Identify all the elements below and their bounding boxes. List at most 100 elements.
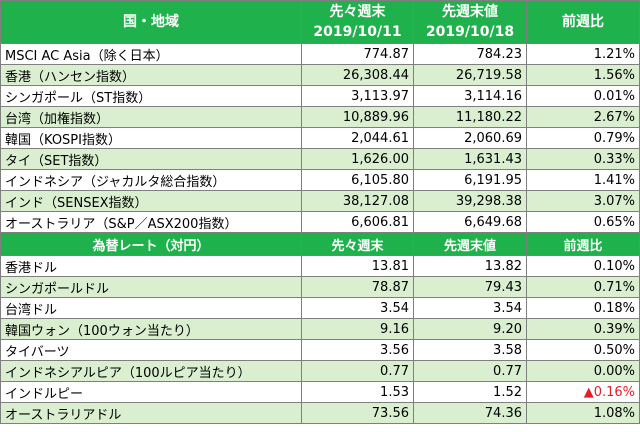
last-week-value: 74.36: [413, 402, 527, 424]
prev-week-value: 9.16: [301, 318, 414, 340]
last-week-value: 6,191.95: [413, 169, 527, 191]
last-week-value: 3,114.16: [413, 85, 527, 107]
prev-week-value: 1,626.00: [301, 148, 414, 170]
weekly-change-value: 1.41%: [526, 169, 640, 191]
last-week-header-label: 先週末値: [442, 4, 498, 20]
last-week-value: 11,180.22: [413, 106, 527, 128]
weekly-change-value: 3.07%: [526, 190, 640, 212]
row-name: 台湾ドル: [0, 297, 302, 319]
fx-row: 韓国ウォン（100ウォン当たり） 9.16 9.20 0.39%: [0, 318, 640, 340]
last-week-value: 13.82: [413, 255, 527, 277]
row-name: タイバーツ: [0, 339, 302, 361]
last-week-header-date: 2019/10/18: [425, 24, 515, 40]
row-name: 香港（ハンセン指数）: [0, 64, 302, 86]
weekly-change-value: 0.01%: [526, 85, 640, 107]
fx-row: 香港ドル 13.81 13.82 0.10%: [0, 255, 640, 277]
row-name: インドネシア（ジャカルタ総合指数）: [0, 169, 302, 191]
index-row: シンガポール（ST指数） 3,113.97 3,114.16 0.01%: [0, 85, 640, 107]
index-row: 台湾（加権指数） 10,889.96 11,180.22 2.67%: [0, 106, 640, 128]
fx-last-week-header: 先週末値: [413, 232, 527, 256]
index-row: 香港（ハンセン指数） 26,308.44 26,719.58 1.56%: [0, 64, 640, 86]
last-week-value: 9.20: [413, 318, 527, 340]
row-name: シンガポールドル: [0, 276, 302, 298]
row-name: インド（SENSEX指数）: [0, 190, 302, 212]
last-week-value: 79.43: [413, 276, 527, 298]
last-week-value: 784.23: [413, 43, 527, 65]
fx-header-row: 為替レート（対円） 先々週末 先週末値 前週比: [0, 232, 640, 256]
row-name: インドネシアルピア（100ルピア当たり）: [0, 360, 302, 382]
weekly-change-value: 0.79%: [526, 127, 640, 149]
weekly-change-value: 0.39%: [526, 318, 640, 340]
prev-week-header: 先々週末 2019/10/11: [301, 0, 414, 44]
index-row: インド（SENSEX指数） 38,127.08 39,298.38 3.07%: [0, 190, 640, 212]
last-week-header: 先週末値 2019/10/18: [413, 0, 527, 44]
change-header: 前週比: [526, 0, 640, 44]
weekly-change-value: ▲0.16%: [526, 381, 640, 403]
fx-row: タイバーツ 3.56 3.58 0.50%: [0, 339, 640, 361]
weekly-change-value: 0.10%: [526, 255, 640, 277]
last-week-value: 0.77: [413, 360, 527, 382]
weekly-change-value: 0.33%: [526, 148, 640, 170]
fx-row: 台湾ドル 3.54 3.54 0.18%: [0, 297, 640, 319]
prev-week-value: 10,889.96: [301, 106, 414, 128]
prev-week-value: 0.77: [301, 360, 414, 382]
prev-week-value: 3,113.97: [301, 85, 414, 107]
weekly-change-value: 1.21%: [526, 43, 640, 65]
weekly-change-value: 0.18%: [526, 297, 640, 319]
row-name: 台湾（加権指数）: [0, 106, 302, 128]
index-row: MSCI AC Asia（除く日本） 774.87 784.23 1.21%: [0, 43, 640, 65]
last-week-value: 26,719.58: [413, 64, 527, 86]
row-name: シンガポール（ST指数）: [0, 85, 302, 107]
weekly-change-value: 1.56%: [526, 64, 640, 86]
prev-week-value: 6,105.80: [301, 169, 414, 191]
last-week-value: 3.58: [413, 339, 527, 361]
fx-change-header: 前週比: [526, 232, 640, 256]
row-name: 韓国（KOSPI指数）: [0, 127, 302, 149]
fx-title-header: 為替レート（対円）: [0, 232, 302, 256]
row-name: オーストラリアドル: [0, 402, 302, 424]
last-week-value: 2,060.69: [413, 127, 527, 149]
row-name: 香港ドル: [0, 255, 302, 277]
prev-week-value: 2,044.61: [301, 127, 414, 149]
weekly-change-value: 0.00%: [526, 360, 640, 382]
prev-week-header-label: 先々週末: [329, 4, 386, 20]
fx-row: シンガポールドル 78.87 79.43 0.71%: [0, 276, 640, 298]
index-row: インドネシア（ジャカルタ総合指数） 6,105.80 6,191.95 1.41%: [0, 169, 640, 191]
fx-row: オーストラリアドル 73.56 74.36 1.08%: [0, 402, 640, 424]
fx-row: インドルピー 1.53 1.52 ▲0.16%: [0, 381, 640, 403]
stocks-header-row: 国・地域 先々週末 2019/10/11 先週末値 2019/10/18 前週比: [0, 0, 640, 44]
row-name: MSCI AC Asia（除く日本）: [0, 43, 302, 65]
prev-week-value: 3.54: [301, 297, 414, 319]
prev-week-header-date: 2019/10/11: [313, 24, 402, 40]
prev-week-value: 774.87: [301, 43, 414, 65]
row-name: 韓国ウォン（100ウォン当たり）: [0, 318, 302, 340]
prev-week-value: 73.56: [301, 402, 414, 424]
index-row: タイ（SET指数） 1,626.00 1,631.43 0.33%: [0, 148, 640, 170]
prev-week-value: 6,606.81: [301, 211, 414, 233]
region-header: 国・地域: [0, 0, 302, 44]
last-week-value: 39,298.38: [413, 190, 527, 212]
prev-week-value: 78.87: [301, 276, 414, 298]
fx-row: インドネシアルピア（100ルピア当たり） 0.77 0.77 0.00%: [0, 360, 640, 382]
last-week-value: 1,631.43: [413, 148, 527, 170]
index-row: オーストラリア（S&P／ASX200指数） 6,606.81 6,649.68 0.6…: [0, 211, 640, 233]
row-name: インドルピー: [0, 381, 302, 403]
row-name: タイ（SET指数）: [0, 148, 302, 170]
prev-week-value: 26,308.44: [301, 64, 414, 86]
weekly-change-value: 0.65%: [526, 211, 640, 233]
weekly-change-value: 2.67%: [526, 106, 640, 128]
prev-week-value: 1.53: [301, 381, 414, 403]
weekly-change-value: 0.50%: [526, 339, 640, 361]
fx-prev-week-header: 先々週末: [301, 232, 414, 256]
last-week-value: 1.52: [413, 381, 527, 403]
prev-week-value: 13.81: [301, 255, 414, 277]
weekly-change-value: 1.08%: [526, 402, 640, 424]
prev-week-value: 38,127.08: [301, 190, 414, 212]
prev-week-value: 3.56: [301, 339, 414, 361]
weekly-change-value: 0.71%: [526, 276, 640, 298]
row-name: オーストラリア（S&P／ASX200指数）: [0, 211, 302, 233]
last-week-value: 3.54: [413, 297, 527, 319]
last-week-value: 6,649.68: [413, 211, 527, 233]
